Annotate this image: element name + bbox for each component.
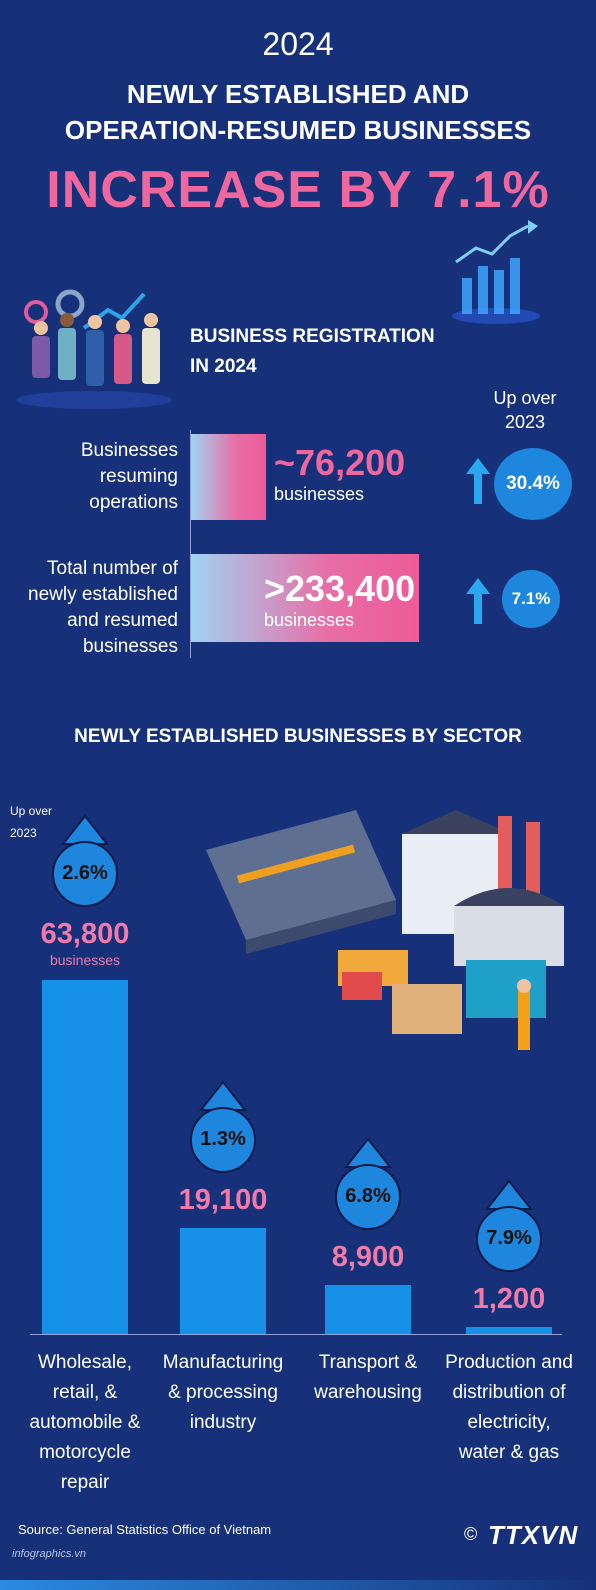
page-title: NEWLY ESTABLISHED AND OPERATION-RESUMED …	[0, 76, 596, 148]
sector-value-label: 8,900	[331, 1241, 405, 1273]
sector-bar	[325, 1285, 411, 1334]
label-line: and resumed	[67, 610, 178, 631]
sector-change-badge: 7.9%	[486, 1227, 532, 1249]
sector-value-label: 19,100	[178, 1184, 268, 1216]
sector-change-badge: 6.8%	[345, 1185, 391, 1207]
business-people-illustration	[16, 289, 172, 409]
category-line: & processing	[168, 1382, 278, 1403]
registration-title: BUSINESS REGISTRATION IN 2024	[190, 322, 435, 382]
title-line-1: NEWLY ESTABLISHED AND	[126, 79, 470, 109]
category-line: water & gas	[458, 1442, 560, 1463]
total-unit: businesses	[264, 610, 355, 630]
category-line: repair	[60, 1472, 110, 1493]
up-arrow-bubble-icon	[52, 814, 118, 907]
change-label-line-2: 2023	[504, 412, 546, 432]
factory-illustration	[206, 810, 564, 1050]
sector-chart-title: NEWLY ESTABLISHED BUSINESSES BY SECTOR	[74, 726, 522, 747]
category-line: retail, &	[52, 1382, 118, 1403]
label-line: Total number of	[47, 558, 178, 579]
year: 2024	[262, 26, 334, 62]
sector-change-badge: 2.6%	[62, 862, 108, 884]
resuming-unit: businesses	[274, 484, 365, 504]
sector-category-label: Transport & warehousing	[294, 1348, 442, 1408]
headline: INCREASE BY 7.1%	[46, 161, 550, 219]
sector-value-label: 63,800	[40, 918, 130, 950]
sector-category-label: Wholesale, retail, & automobile & motorcycl…	[11, 1348, 159, 1498]
sector-change-badge: 1.3%	[200, 1128, 246, 1150]
sector-category-label: Manufacturing & processing industry	[149, 1348, 297, 1438]
growth-chart-illustration	[452, 220, 540, 324]
sector-bar	[42, 980, 128, 1334]
category-line: motorcycle	[39, 1442, 131, 1463]
sector-axis-baseline	[30, 1334, 562, 1335]
up-arrow-bubble-icon	[190, 1080, 256, 1173]
row-label-resuming: Businesses resuming operations	[8, 438, 178, 516]
sector-bar	[466, 1327, 552, 1334]
resuming-bar	[191, 434, 266, 520]
total-value: >233,400	[264, 568, 416, 609]
copyright-symbol: ©	[464, 1524, 478, 1544]
label-line: Businesses	[80, 440, 178, 461]
sector-unit-label: businesses	[49, 952, 121, 968]
category-line: Manufacturing	[162, 1352, 284, 1373]
sector-change-label: Up over 2023	[10, 800, 52, 844]
category-line: industry	[189, 1412, 257, 1433]
category-line: distribution of	[452, 1382, 566, 1403]
site-name: infographics.vn	[12, 1548, 86, 1560]
up-arrow-bubble-icon	[335, 1137, 401, 1230]
registration-axis	[190, 430, 191, 658]
category-line: electricity,	[467, 1412, 551, 1433]
registration-change-label: Up over 2023	[470, 386, 580, 434]
total-change-badge: 7.1%	[502, 570, 560, 628]
up-arrow-bubble-icon	[476, 1179, 542, 1272]
up-arrow-icon	[466, 578, 490, 624]
title-line-2: OPERATION-RESUMED BUSINESSES	[64, 115, 532, 145]
sector-category-label: Production and distribution of electricity…	[435, 1348, 583, 1468]
change-label-line-2: 2023	[10, 826, 37, 840]
category-line: Transport &	[318, 1352, 418, 1373]
label-line: businesses	[82, 636, 178, 657]
label-line: resuming	[99, 466, 178, 487]
resuming-change-badge: 30.4%	[494, 448, 572, 520]
category-line: automobile &	[29, 1412, 141, 1433]
change-label-line-1: Up over	[493, 388, 557, 408]
footer-stripe	[0, 1580, 596, 1590]
category-line: Production and	[445, 1352, 573, 1373]
resuming-value: ~76,200	[274, 442, 406, 483]
sector-bar	[180, 1228, 266, 1334]
sector-value-label: 1,200	[472, 1283, 546, 1315]
label-line: operations	[89, 492, 178, 513]
up-arrow-icon	[466, 458, 490, 504]
category-line: warehousing	[314, 1382, 422, 1403]
category-line: Wholesale,	[38, 1352, 132, 1373]
source-note: Source: General Statistics Office of Vie…	[18, 1522, 272, 1537]
label-line: newly established	[28, 584, 178, 605]
total-bar	[191, 554, 419, 642]
brand-logo: TTXVN	[488, 1520, 579, 1550]
registration-title-line-1: BUSINESS REGISTRATION	[190, 326, 435, 347]
registration-title-line-2: IN 2024	[190, 356, 257, 377]
row-label-total: Total number of newly established and re…	[8, 556, 178, 660]
change-label-line-1: Up over	[10, 804, 53, 818]
